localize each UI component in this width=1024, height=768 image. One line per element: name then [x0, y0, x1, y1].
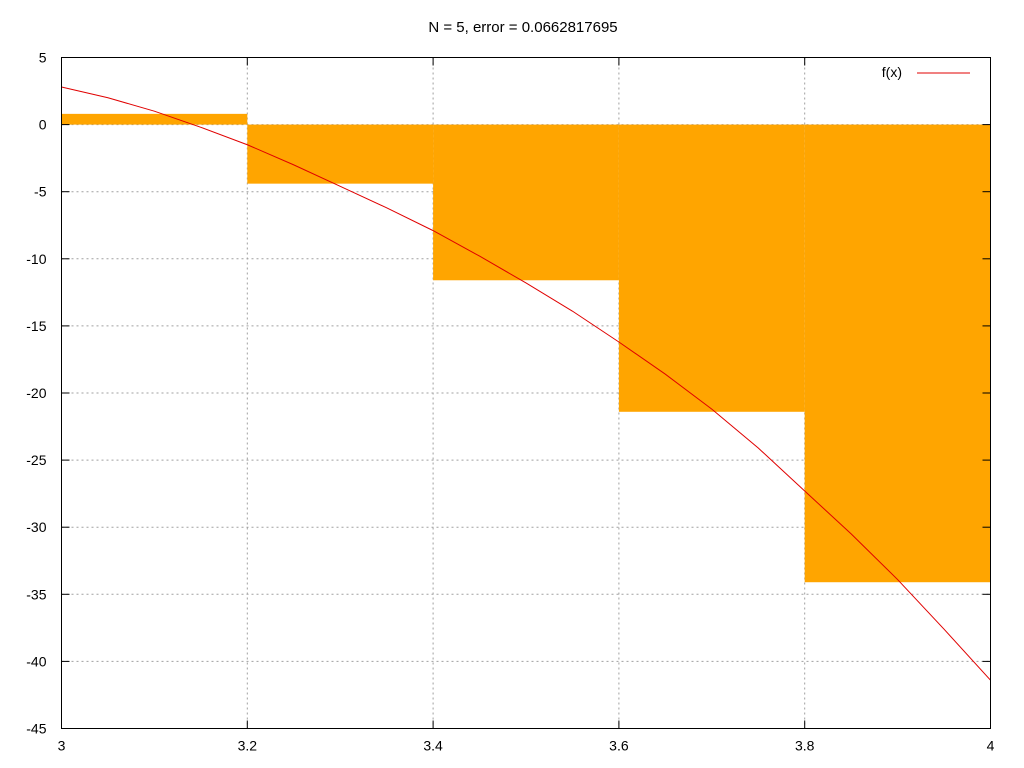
series-line — [61, 86, 991, 681]
y-tick-label: -5 — [34, 184, 47, 200]
legend: f(x) — [882, 64, 970, 80]
bar — [618, 124, 805, 412]
x-tick-label: 3.2 — [238, 738, 258, 754]
bar — [61, 113, 248, 125]
x-tick-label: 3 — [58, 738, 66, 754]
legend-label: f(x) — [882, 64, 902, 80]
series-lines — [61, 86, 991, 681]
ticks: 3 3.2 3.4 3.6 3.8 4 5 0 -5 -10 -15 -20 -25 -30 -35 -40 -… — [26, 50, 994, 754]
x-tick-label: 3.8 — [795, 738, 815, 754]
y-tick-label: -40 — [26, 653, 46, 669]
y-tick-label: -35 — [26, 586, 46, 602]
chart-title: N = 5, error = 0.0662817695 — [428, 19, 617, 36]
x-tick-label: 3.4 — [423, 738, 443, 754]
y-tick-label: 5 — [39, 50, 47, 66]
y-tick-label: 0 — [39, 117, 47, 133]
x-tick-label: 3.6 — [609, 738, 629, 754]
y-tick-label: -25 — [26, 452, 46, 468]
y-tick-label: -20 — [26, 385, 46, 401]
y-tick-label: -45 — [26, 721, 46, 737]
y-tick-label: -30 — [26, 519, 46, 535]
x-tick-label: 4 — [987, 738, 995, 754]
bar — [804, 124, 991, 583]
y-tick-label: -15 — [26, 318, 46, 334]
bar — [247, 124, 434, 184]
bar — [433, 124, 619, 281]
y-tick-label: -10 — [26, 251, 46, 267]
bars — [61, 113, 991, 583]
